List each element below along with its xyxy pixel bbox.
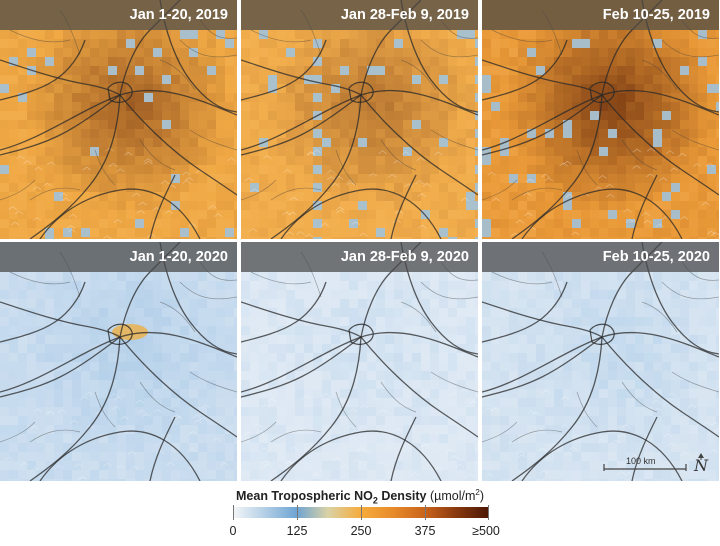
map-image [482,0,719,239]
legend-tick [233,505,234,520]
legend-tick-label: 375 [414,524,436,538]
panel-title: Jan 28-Feb 9, 2019 [241,0,478,30]
legend-units: (µmol/m [426,489,476,504]
map-image [0,242,237,481]
map-panel-late-jan-2019: Jan 28-Feb 9, 2019 [241,0,478,239]
legend-tick [425,505,426,520]
legend-tick [488,505,489,520]
scale-bar-line [603,453,704,471]
legend-title-sub: 2 [372,495,378,506]
legend-tick-label: 250 [350,524,372,538]
panel-title: Feb 10-25, 2020 [482,242,719,272]
panel-title: Jan 28-Feb 9, 2020 [241,242,478,272]
legend-tick-label: 0 [229,524,237,538]
legend-units-suffix: ) [479,489,484,504]
legend-tick [297,505,298,520]
legend-tick-label: ≥500 [472,524,500,538]
legend-tick-label: 125 [286,524,308,538]
scale-bar: 100 km N [602,452,714,476]
map-panel-late-jan-2020: Jan 28-Feb 9, 2020 [241,242,478,481]
scale-label: 100 km [626,456,656,466]
map-panel-jan-2020: Jan 1-20, 2020 [0,242,237,481]
legend-units-sup: 2 [475,488,480,497]
legend-title-prefix: Mean Tropospheric NO [236,489,373,504]
map-panel-feb-2019: Feb 10-25, 2019 [482,0,719,239]
north-arrow-icon: N [694,456,708,475]
legend-title-suffix: Density [377,489,427,504]
legend-title: Mean Tropospheric NO2 Density (µmol/m2) [0,488,720,506]
map-image [482,242,719,481]
map-image [0,0,237,239]
panel-title: Jan 1-20, 2020 [0,242,237,272]
map-image [241,0,478,239]
panel-title: Jan 1-20, 2019 [0,0,237,30]
map-panel-feb-2020: Feb 10-25, 2020 [482,242,719,481]
map-panel-jan-2019: Jan 1-20, 2019 [0,0,237,239]
legend-tick [361,505,362,520]
map-image [241,242,478,481]
panel-title: Feb 10-25, 2019 [482,0,719,30]
